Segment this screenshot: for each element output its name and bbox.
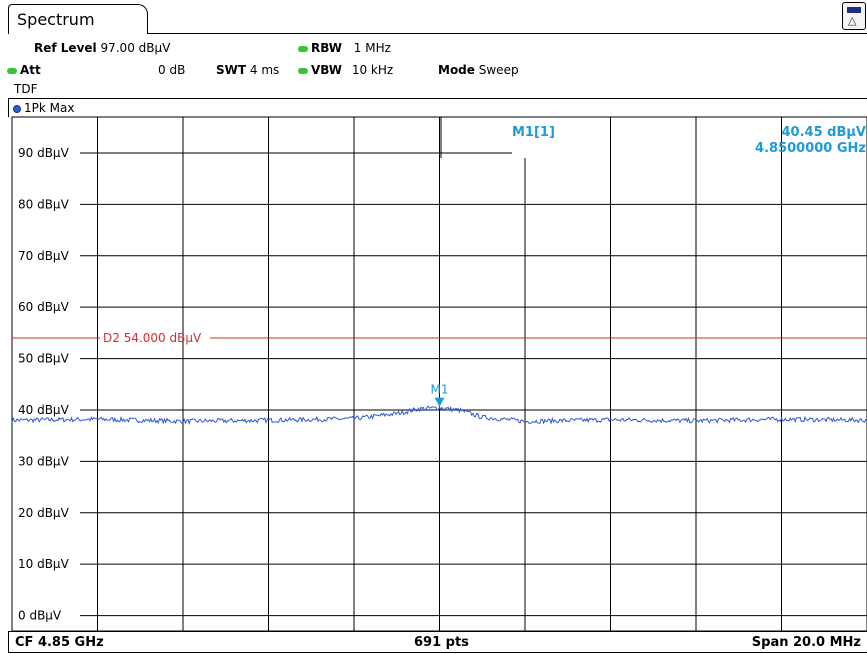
rbw-label: RBW — [311, 41, 342, 55]
display-config-icon[interactable]: △ — [842, 2, 866, 30]
sweep-points: 691 pts — [414, 635, 469, 650]
trace-line — [11, 405, 867, 426]
display-config-triangle: △ — [848, 14, 857, 27]
trace-label: 1Pk Max — [24, 101, 75, 115]
mode-setting: Mode Sweep — [438, 63, 519, 77]
y-tick-label-50: 50 dBµV — [18, 352, 70, 366]
spectrum-tab[interactable]: Spectrum — [8, 4, 148, 34]
rbw-status-icon — [298, 45, 308, 52]
vbw-status-icon — [298, 67, 308, 74]
spectrum-tab-label: Spectrum — [17, 10, 95, 29]
swt-setting: SWT 4 ms — [216, 63, 279, 77]
att-setting: Att — [7, 63, 41, 77]
display-line-group: D2 54.000 dBµV — [12, 331, 867, 345]
y-tick-label-30: 30 dBµV — [18, 454, 70, 468]
center-frequency: CF 4.85 GHz — [15, 635, 104, 650]
swt-label: SWT — [216, 63, 247, 77]
plot-grid — [11, 116, 867, 632]
y-tick-label-20: 20 dBµV — [18, 506, 70, 520]
display-line-label: D2 54.000 dBµV — [103, 331, 202, 345]
y-axis-labels: 0 dBµV 10 dBµV 20 dBµV 30 dBµV 40 dBµV 50 dBµ… — [18, 146, 70, 623]
tab-divider — [148, 33, 867, 34]
marker-readout-frequency: 4.8500000 GHz — [755, 141, 866, 156]
vbw-label: VBW — [311, 63, 343, 77]
trace-status-icon — [13, 104, 21, 113]
marker-readout-name: M1[1] — [512, 125, 555, 140]
rbw-value: 1 MHz — [353, 41, 391, 55]
mode-label: Mode — [438, 63, 475, 77]
ref-level-label: Ref Level — [34, 41, 97, 55]
att-value: 0 dB — [158, 63, 186, 77]
y-tick-label-0: 0 dBµV — [18, 609, 62, 623]
att-status-icon — [7, 67, 17, 74]
y-tick-label-80: 80 dBµV — [18, 197, 70, 211]
tdf-indicator: TDF — [14, 82, 38, 96]
vbw-value: 10 kHz — [351, 63, 394, 77]
ref-level-value: 97.00 dBµV — [100, 41, 171, 55]
y-tick-label-70: 70 dBµV — [18, 249, 70, 263]
trace-label-bar: 1Pk Max — [8, 98, 867, 117]
marker-group: M1 — [431, 383, 449, 407]
att-label: Att — [20, 63, 41, 77]
y-tick-label-40: 40 dBµV — [18, 403, 70, 417]
ref-level-setting: Ref Level 97.00 dBµV — [34, 41, 170, 55]
vbw-setting: VBW 10 kHz — [298, 63, 393, 77]
y-tick-label-10: 10 dBµV — [18, 557, 70, 571]
rbw-setting: RBW 1 MHz — [298, 41, 391, 55]
frequency-span: Span 20.0 MHz — [751, 635, 861, 650]
marker-m1-label: M1 — [431, 383, 449, 397]
swt-value: 4 ms — [249, 63, 280, 77]
marker-readout-level: 40.45 dBµV — [782, 125, 867, 140]
status-footer: CF 4.85 GHz 691 pts Span 20.0 MHz — [8, 631, 867, 653]
y-tick-label-90: 90 dBµV — [18, 146, 70, 160]
y-tick-label-60: 60 dBµV — [18, 300, 70, 314]
display-config-bar — [847, 7, 861, 13]
mode-value: Sweep — [478, 63, 519, 77]
marker-m1-triangle — [434, 397, 445, 407]
